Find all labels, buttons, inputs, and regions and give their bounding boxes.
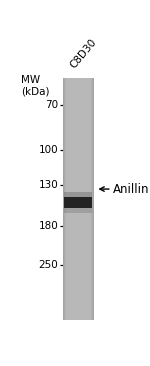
Text: 100: 100	[39, 145, 58, 154]
Text: Anillin: Anillin	[113, 183, 149, 195]
Text: 130: 130	[39, 180, 58, 190]
Text: 250: 250	[39, 260, 58, 270]
Text: 70: 70	[45, 100, 58, 109]
Text: MW
(kDa): MW (kDa)	[21, 75, 50, 97]
Text: C8D30: C8D30	[68, 37, 98, 71]
Text: 180: 180	[39, 221, 58, 231]
